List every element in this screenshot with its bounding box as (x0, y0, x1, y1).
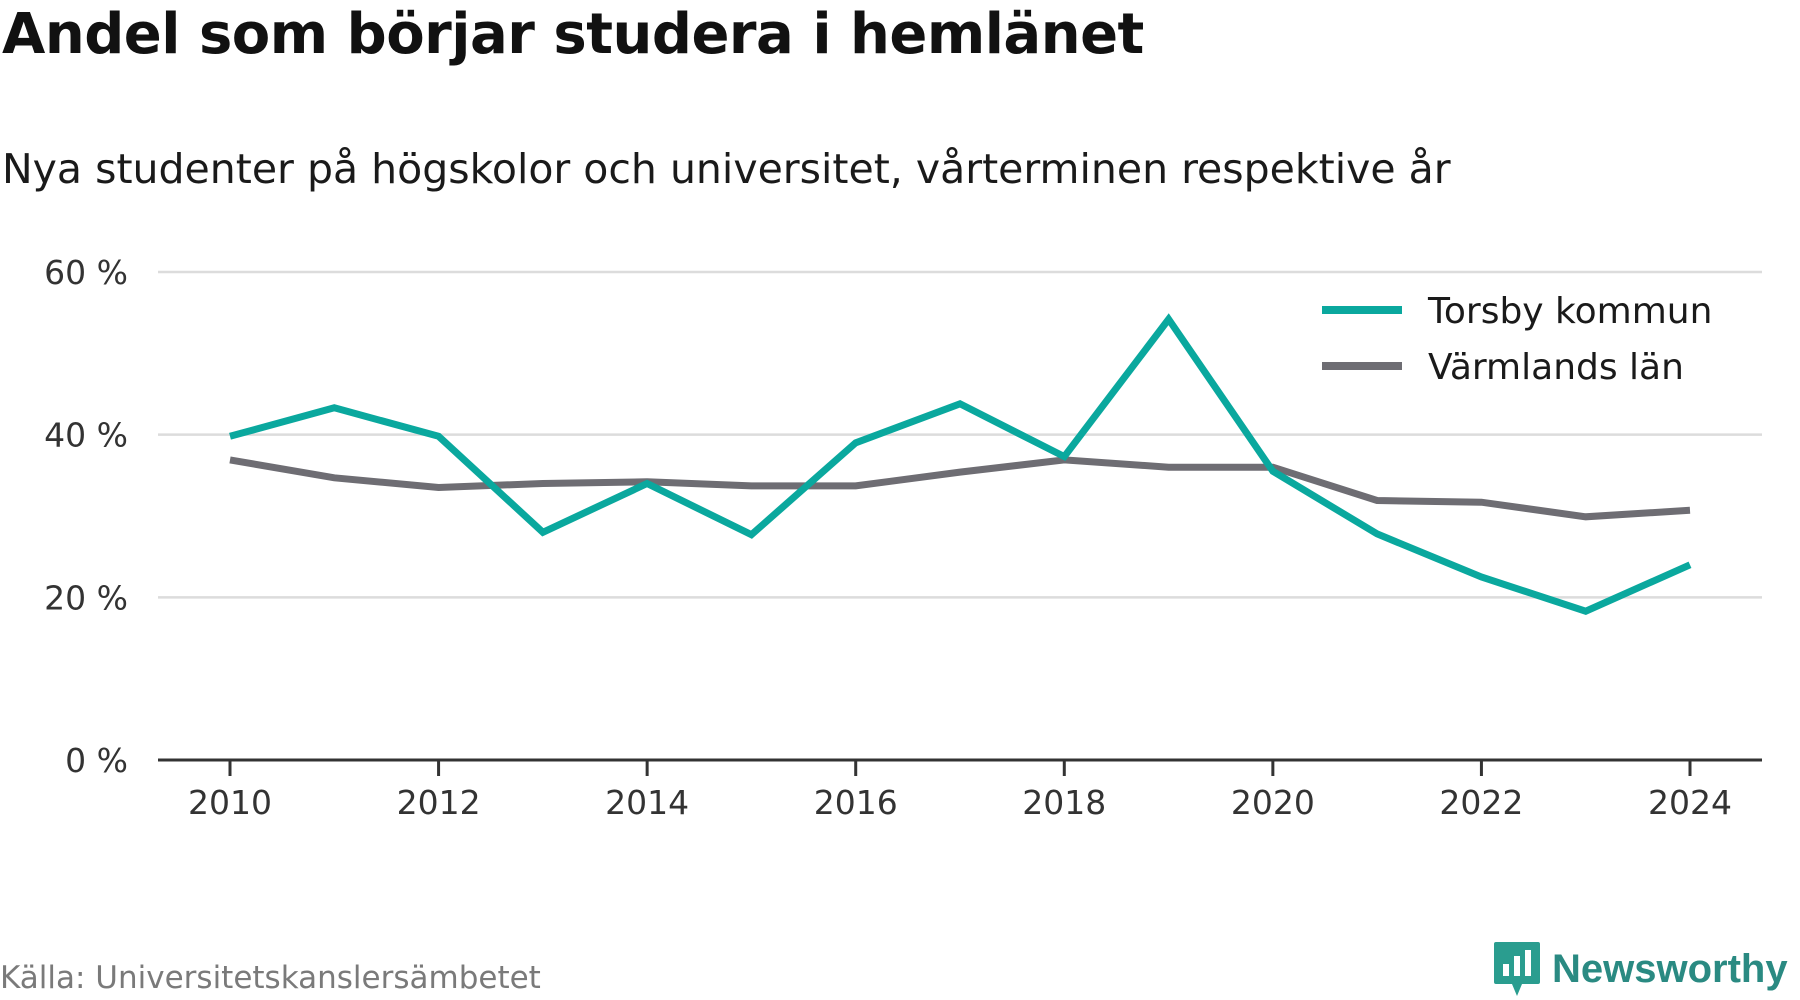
y-tick-label: 40 % (44, 416, 128, 455)
x-tick-label: 2018 (1022, 783, 1106, 822)
series-lines (229, 313, 1692, 615)
y-tick-label: 20 % (44, 578, 128, 617)
series-line-torsby (229, 313, 1692, 615)
x-tick-label: 2010 (188, 783, 272, 822)
x-axis-ticks: 2010 2012 2014 2016 2018 2020 2022 2024 (188, 760, 1732, 822)
y-tick-label: 60 % (44, 253, 128, 292)
series-line-varmland (229, 456, 1691, 521)
x-tick-label: 2024 (1648, 783, 1732, 822)
brand-name: Newsworthy (1552, 946, 1788, 991)
x-tick-label: 2014 (605, 783, 689, 822)
x-tick-label: 2020 (1231, 783, 1315, 822)
brand-logo: Newsworthy (1492, 940, 1788, 998)
x-tick-label: 2012 (397, 783, 481, 822)
y-axis-ticks: 0 % 20 % 40 % 60 % (44, 253, 128, 780)
y-tick-label: 0 % (65, 741, 128, 780)
chart-subtitle: Nya studenter på högskolor och universit… (2, 145, 1451, 193)
legend: Torsby kommun Värmlands län (1322, 291, 1712, 388)
source-note: Källa: Universitetskanslersämbetet (0, 960, 541, 996)
legend-label: Torsby kommun (1427, 291, 1712, 332)
legend-label: Värmlands län (1428, 347, 1684, 388)
newsworthy-logo-icon (1494, 942, 1540, 996)
x-tick-label: 2022 (1439, 783, 1523, 822)
x-tick-label: 2016 (814, 783, 898, 822)
chart-title: Andel som börjar studera i hemlänet (2, 2, 1144, 67)
